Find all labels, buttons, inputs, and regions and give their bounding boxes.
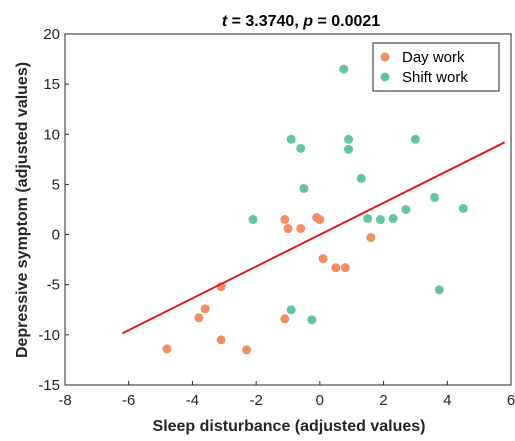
point-day-work [283,224,293,234]
x-tick-label: 6 [507,392,515,409]
x-axis-ticks: -8 -6 -4 -2 0 2 4 6 [58,381,515,409]
x-tick-label: 2 [379,392,387,409]
title-t-symbol: t [222,13,228,30]
point-day-work [296,224,306,234]
point-day-work [280,215,290,225]
point-shift-work [375,215,385,225]
point-shift-work [286,134,296,144]
chart-title: t = 3.3740, p = 0.0021 [222,13,380,30]
x-tick-label: -8 [58,392,71,409]
point-shift-work [458,203,468,213]
point-day-work [200,304,210,314]
point-shift-work [296,143,306,153]
x-tick-label: 4 [443,392,451,409]
title-mid: , [294,13,303,30]
point-day-work [331,263,341,273]
y-tick-label: 10 [43,126,60,143]
point-day-work [194,313,204,323]
point-shift-work [344,144,354,154]
y-tick-label: -10 [38,327,60,344]
point-shift-work [430,192,440,202]
data-points [162,64,468,355]
legend-label-day-work: Day work [402,49,465,66]
legend-box [372,42,500,92]
point-shift-work [401,205,411,214]
x-axis-label: Sleep disturbance (adjusted values) [153,418,426,435]
title-p-symbol: p [302,13,313,30]
y-tick-label: 0 [52,227,60,244]
y-tick-label: 15 [43,76,60,93]
legend-marker-shift-work [380,72,390,82]
point-day-work [340,263,350,273]
point-day-work [242,345,252,355]
point-shift-work [410,134,420,144]
y-axis-label: Depressive symptom (adjusted values) [14,62,31,358]
point-day-work [280,314,290,324]
x-tick-label: -4 [186,392,199,409]
point-shift-work [286,305,296,315]
point-shift-work [248,215,258,225]
y-tick-label: 5 [52,176,60,193]
point-day-work [366,233,376,243]
point-shift-work [339,64,349,74]
plot-area [64,33,512,386]
point-shift-work [356,173,366,183]
title-p-sep: = [313,13,331,30]
point-shift-work [363,214,373,224]
point-shift-work [344,134,354,144]
y-tick-label: -5 [47,277,60,294]
x-tick-label: 0 [316,392,324,409]
x-tick-label: -6 [122,392,135,409]
point-shift-work [307,315,317,325]
x-tick-label: -2 [249,392,262,409]
point-day-work [162,344,172,354]
title-t-sep: = [227,13,245,30]
point-day-work [216,335,226,345]
title-t-value: 3.3740 [245,13,294,30]
legend-label-shift-work: Shift work [402,69,468,86]
title-p-value: 0.0021 [331,13,380,30]
legend-marker-day-work [380,52,390,62]
point-shift-work [388,214,398,224]
fit-line [121,141,506,335]
legend: Day work Shift work [372,42,500,92]
point-day-work [318,254,328,264]
y-tick-label: -15 [38,377,60,394]
point-day-work [315,215,325,225]
y-tick-label: 20 [43,26,60,43]
y-axis-ticks: -15 -10 -5 0 5 10 15 20 [38,26,69,394]
point-shift-work [299,183,309,193]
point-shift-work [434,285,444,295]
